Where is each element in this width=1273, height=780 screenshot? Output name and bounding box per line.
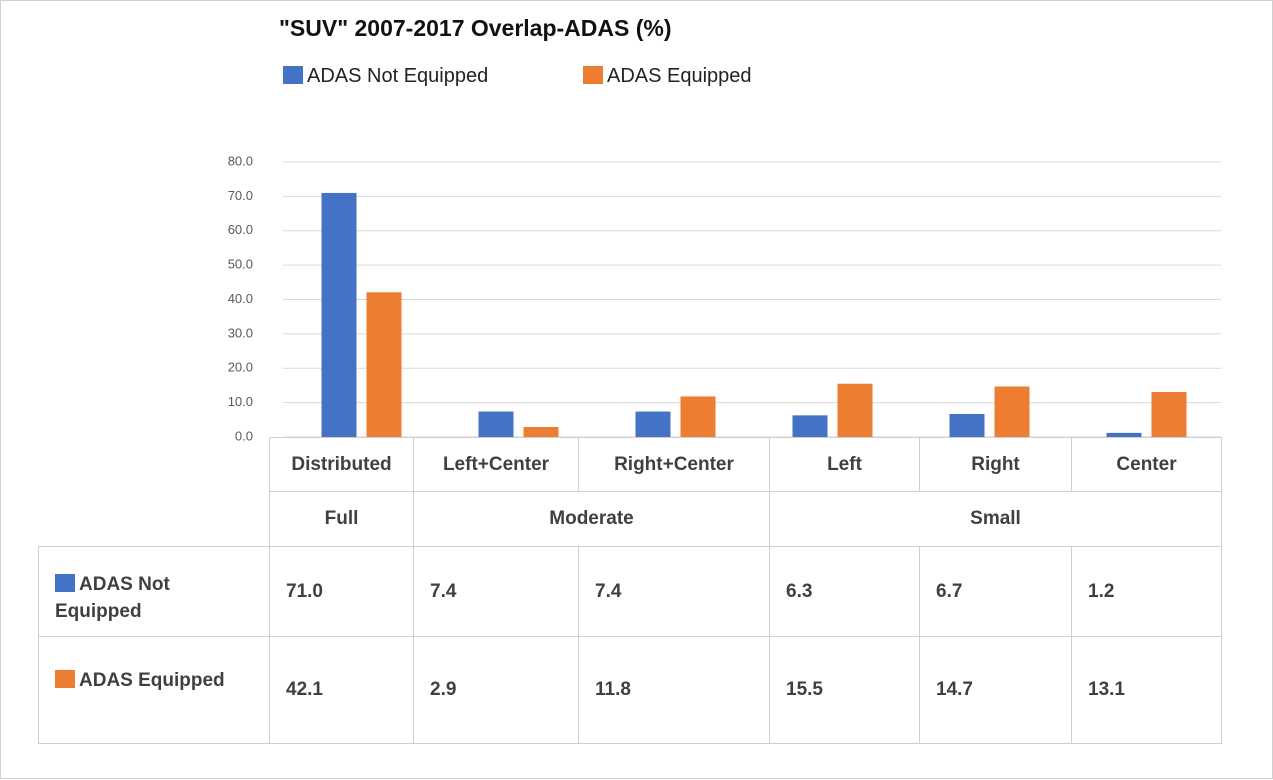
table-value: 14.7 [919, 636, 1072, 744]
table-value: 1.2 [1071, 546, 1222, 637]
category-label: Left [769, 437, 920, 492]
category-label: Right+Center [578, 437, 770, 492]
category-label: Left+Center [413, 437, 579, 492]
y-tick-label: 40.0 [228, 291, 253, 306]
chart-title: "SUV" 2007-2017 Overlap-ADAS (%) [279, 15, 672, 41]
row-header-label: ADAS Not Equipped [55, 574, 170, 622]
group-label: Small [769, 491, 1222, 547]
y-tick-label: 0.0 [235, 428, 253, 443]
bar [321, 192, 357, 437]
legend-swatch [583, 66, 603, 84]
bar [949, 413, 985, 437]
legend-item: ADAS Not Equipped [283, 65, 488, 88]
group-label: Moderate [413, 491, 770, 547]
legend-item: ADAS Equipped [583, 65, 752, 88]
bar [478, 411, 514, 437]
y-tick-label: 20.0 [228, 360, 253, 375]
table-value: 42.1 [269, 636, 414, 744]
bar [680, 396, 716, 437]
y-tick-label: 50.0 [228, 257, 253, 272]
table-value: 6.3 [769, 546, 920, 637]
legend-label: ADAS Not Equipped [307, 65, 489, 87]
table-value: 15.5 [769, 636, 920, 744]
bar [635, 411, 671, 437]
legend-swatch [55, 670, 75, 688]
y-tick-label: 70.0 [228, 188, 253, 203]
table-value: 71.0 [269, 546, 414, 637]
bar [366, 292, 402, 437]
table-value: 7.4 [413, 546, 579, 637]
row-header: ADAS Equipped [38, 636, 270, 744]
bar [1106, 432, 1142, 437]
category-label: Distributed [269, 437, 414, 492]
legend-swatch [283, 66, 303, 84]
legend-swatch [55, 574, 75, 592]
table-value: 6.7 [919, 546, 1072, 637]
bar [1151, 391, 1187, 437]
table-value: 7.4 [578, 546, 770, 637]
table-value: 2.9 [413, 636, 579, 744]
row-header-label: ADAS Equipped [79, 670, 225, 691]
legend-label: ADAS Equipped [607, 65, 752, 87]
y-tick-label: 10.0 [228, 394, 253, 409]
bar [792, 415, 828, 437]
table-value: 13.1 [1071, 636, 1222, 744]
y-tick-label: 80.0 [228, 153, 253, 168]
row-header: ADAS Not Equipped [38, 546, 270, 637]
y-tick-label: 30.0 [228, 325, 253, 340]
group-label: Full [269, 491, 414, 547]
category-label: Right [919, 437, 1072, 492]
bar [837, 383, 873, 437]
bar [523, 427, 559, 437]
y-tick-label: 60.0 [228, 222, 253, 237]
bar [994, 386, 1030, 437]
table-value: 11.8 [578, 636, 770, 744]
category-label: Center [1071, 437, 1222, 492]
